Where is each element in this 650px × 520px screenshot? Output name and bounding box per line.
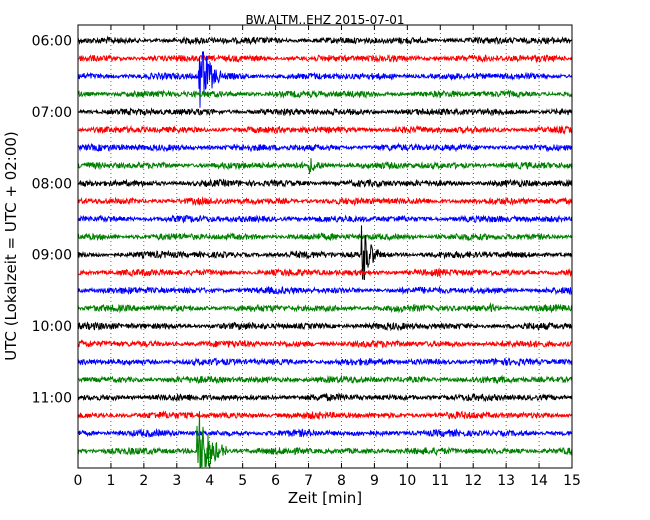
x-axis-label: Zeit [min] (288, 489, 362, 507)
trace-08:00 (77, 178, 573, 189)
trace-06:15 (77, 53, 573, 64)
y-tick-label: 07:00 (32, 105, 72, 121)
traces (77, 35, 573, 468)
x-tick-label: 0 (74, 473, 83, 489)
trace-10:15 (77, 339, 573, 349)
chart-title: BW.ALTM..EHZ 2015-07-01 (245, 13, 404, 27)
x-tick-label: 10 (398, 473, 416, 489)
x-tick-label: 5 (238, 473, 247, 489)
plot-frame (77, 24, 573, 469)
x-tick-label: 11 (431, 473, 449, 489)
x-tick-label: 6 (271, 473, 280, 489)
y-tick-label: 08:00 (32, 176, 72, 192)
trace-10:45 (77, 374, 573, 385)
trace-08:30 (77, 214, 573, 224)
trace-11:00 (77, 392, 573, 403)
trace-09:15 (77, 267, 573, 278)
trace-06:00 (77, 35, 573, 46)
x-axis-ticks: 0 1 2 3 4 5 6 7 8 9 10 11 12 13 14 15 (74, 25, 581, 489)
vertical-grid (110, 25, 540, 468)
trace-11:45 (77, 411, 573, 468)
x-tick-label: 4 (205, 473, 214, 489)
trace-10:30 (77, 357, 573, 367)
trace-06:45 (77, 89, 573, 99)
trace-11:15 (77, 410, 573, 420)
trace-07:15 (77, 124, 573, 135)
y-tick-label: 06:00 (32, 34, 72, 50)
x-tick-label: 13 (497, 473, 515, 489)
x-tick-label: 2 (139, 473, 148, 489)
x-tick-label: 14 (530, 473, 548, 489)
y-axis-label: UTC (Lokalzeit = UTC + 02:00) (2, 131, 20, 361)
x-tick-label: 8 (337, 473, 346, 489)
trace-08:15 (77, 196, 573, 207)
trace-07:30 (77, 142, 573, 153)
y-tick-label: 11:00 (32, 391, 72, 407)
trace-10:00 (77, 321, 573, 332)
trace-07:45 (77, 158, 573, 175)
x-tick-label: 12 (464, 473, 482, 489)
trace-09:00 (77, 225, 573, 280)
y-tick-label: 09:00 (32, 248, 72, 264)
x-tick-label: 7 (304, 473, 313, 489)
x-tick-label: 3 (172, 473, 181, 489)
trace-06:30 (77, 51, 573, 108)
trace-09:45 (77, 302, 573, 314)
trace-08:45 (77, 232, 573, 242)
x-tick-label: 1 (106, 473, 115, 489)
trace-07:00 (77, 107, 573, 117)
x-tick-label: 15 (563, 473, 581, 489)
y-axis-ticks: 06:00 07:00 08:00 09:00 10:00 11:00 (32, 34, 572, 407)
trace-09:30 (77, 285, 573, 296)
x-tick-label: 9 (370, 473, 379, 489)
y-tick-label: 10:00 (32, 319, 72, 335)
trace-11:30 (77, 427, 573, 439)
